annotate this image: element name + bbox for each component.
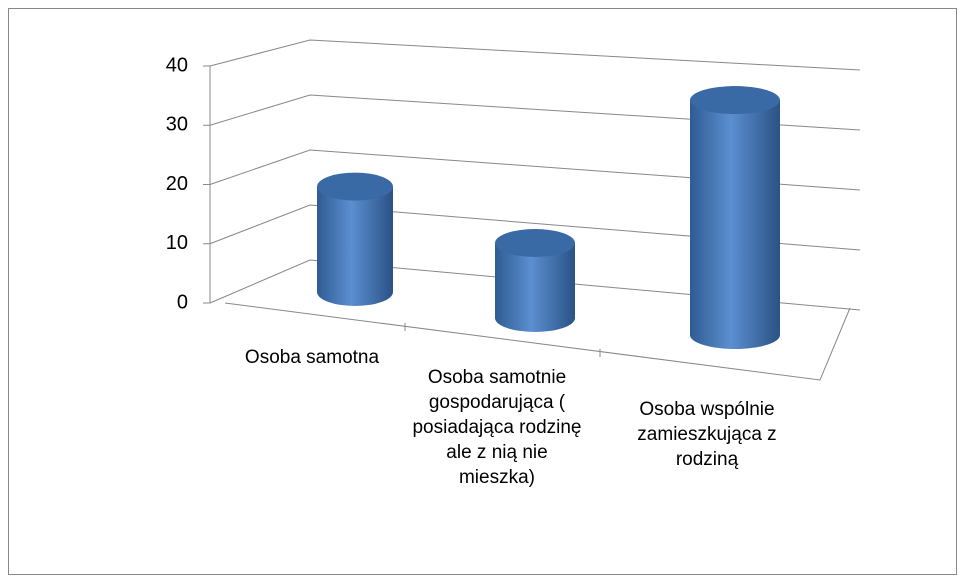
cylinder-body xyxy=(690,100,780,349)
grid-line xyxy=(209,149,861,191)
x-tick-label: Osoba wspólnie zamieszkująca z rodziną xyxy=(637,399,777,470)
y-tick-label: 40 xyxy=(166,54,188,76)
cylinder-top xyxy=(495,229,575,257)
cylinder-top xyxy=(317,172,393,201)
grid-line xyxy=(209,259,861,311)
y-tick-label: 10 xyxy=(166,232,188,254)
x-label-box: Osoba wspólnie zamieszkująca z rodziną xyxy=(637,399,777,470)
cylinder xyxy=(495,229,575,332)
y-tick-label: 30 xyxy=(166,114,188,136)
grid-line xyxy=(209,204,861,251)
y-tick-label: 0 xyxy=(177,291,188,313)
x-label-box: Osoba samotna xyxy=(244,347,380,368)
grid-line xyxy=(209,94,861,131)
frame xyxy=(8,8,957,575)
cylinder-body xyxy=(495,243,575,332)
y-tick-label: 20 xyxy=(166,173,188,195)
cylinder xyxy=(690,86,780,349)
floor-edge xyxy=(224,302,851,381)
cylinder-top xyxy=(690,86,780,115)
grid-line xyxy=(209,39,861,71)
cylinder xyxy=(317,172,393,306)
x-tick-label: Osoba samotnie gospodarująca ( posiadają… xyxy=(412,367,582,488)
x-label-box: Osoba samotnie gospodarująca ( posiadają… xyxy=(412,367,582,488)
cylinder-body xyxy=(317,186,393,306)
x-tick-label: Osoba samotna xyxy=(244,347,380,368)
